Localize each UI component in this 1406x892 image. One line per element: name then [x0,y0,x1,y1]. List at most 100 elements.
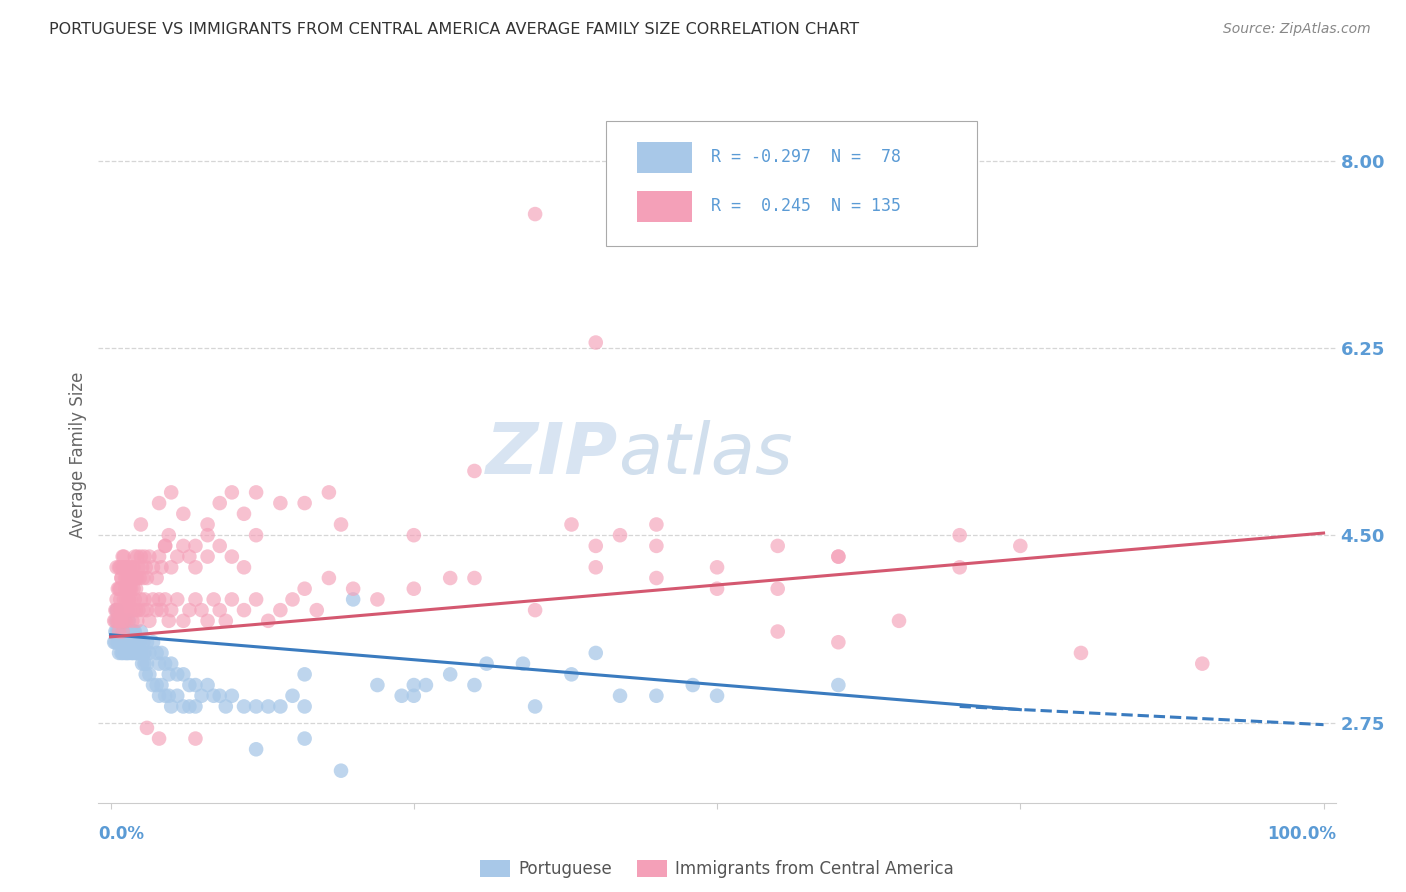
Point [121,635,143,649]
Point [117,560,139,574]
Point [132,646,155,660]
Point [330,764,353,778]
Point [105,614,128,628]
Point [524,603,547,617]
Point [107,603,129,617]
Point [160,603,183,617]
Point [257,699,280,714]
Point [117,635,139,649]
Point [110,603,132,617]
Point [609,689,631,703]
Point [281,689,304,703]
Point [105,560,128,574]
Point [112,614,135,628]
Point [221,689,243,703]
Point [117,603,139,617]
Point [107,582,129,596]
Point [136,721,159,735]
Point [949,528,972,542]
Point [122,635,145,649]
Point [110,614,132,628]
Point [202,592,225,607]
Point [560,517,582,532]
Point [117,624,139,639]
Point [281,592,304,607]
Point [127,549,149,564]
Y-axis label: Average Family Size: Average Family Size [69,372,87,538]
Point [115,592,138,607]
Point [524,699,547,714]
Point [112,603,135,617]
Point [124,592,146,607]
Point [134,549,156,564]
Point [127,646,149,660]
Point [118,582,141,596]
Point [184,560,207,574]
Point [136,635,159,649]
Point [118,614,141,628]
Point [179,699,201,714]
Point [166,592,188,607]
Point [115,603,138,617]
Point [127,560,149,574]
Point [108,635,131,649]
Point [415,678,437,692]
Point [585,539,607,553]
Point [179,678,201,692]
Point [110,635,132,649]
Point [131,560,153,574]
Point [827,678,849,692]
Point [103,614,125,628]
Point [145,603,167,617]
Point [609,528,631,542]
Point [294,496,316,510]
Point [112,560,135,574]
Point [645,517,668,532]
Point [117,635,139,649]
Point [706,560,728,574]
Point [125,646,148,660]
Point [391,689,413,703]
Point [585,335,607,350]
Point [108,560,131,574]
Point [172,667,194,681]
Point [166,667,188,681]
Point [127,635,149,649]
Point [294,667,316,681]
Point [118,624,141,639]
Point [105,603,128,617]
Point [108,624,131,639]
Point [118,646,141,660]
Point [120,571,142,585]
Point [160,560,183,574]
Text: R = -0.297  N =  78: R = -0.297 N = 78 [711,148,901,166]
Point [110,635,132,649]
Point [117,646,139,660]
Point [114,571,136,585]
Point [245,485,267,500]
Point [114,635,136,649]
Point [111,624,134,639]
Point [172,614,194,628]
Point [148,731,170,746]
Text: ZIP: ZIP [486,420,619,490]
Point [142,592,165,607]
Point [115,571,138,585]
Legend: Portuguese, Immigrants from Central America: Portuguese, Immigrants from Central Amer… [474,854,960,885]
Point [245,592,267,607]
Point [150,603,173,617]
Point [208,496,231,510]
Point [197,528,219,542]
Point [179,603,201,617]
Point [135,560,157,574]
Point [127,614,149,628]
Point [184,731,207,746]
Point [120,592,142,607]
Point [112,592,135,607]
Point [142,678,165,692]
Point [111,646,134,660]
Point [131,657,153,671]
Point [118,635,141,649]
Point [145,571,167,585]
Point [402,678,425,692]
